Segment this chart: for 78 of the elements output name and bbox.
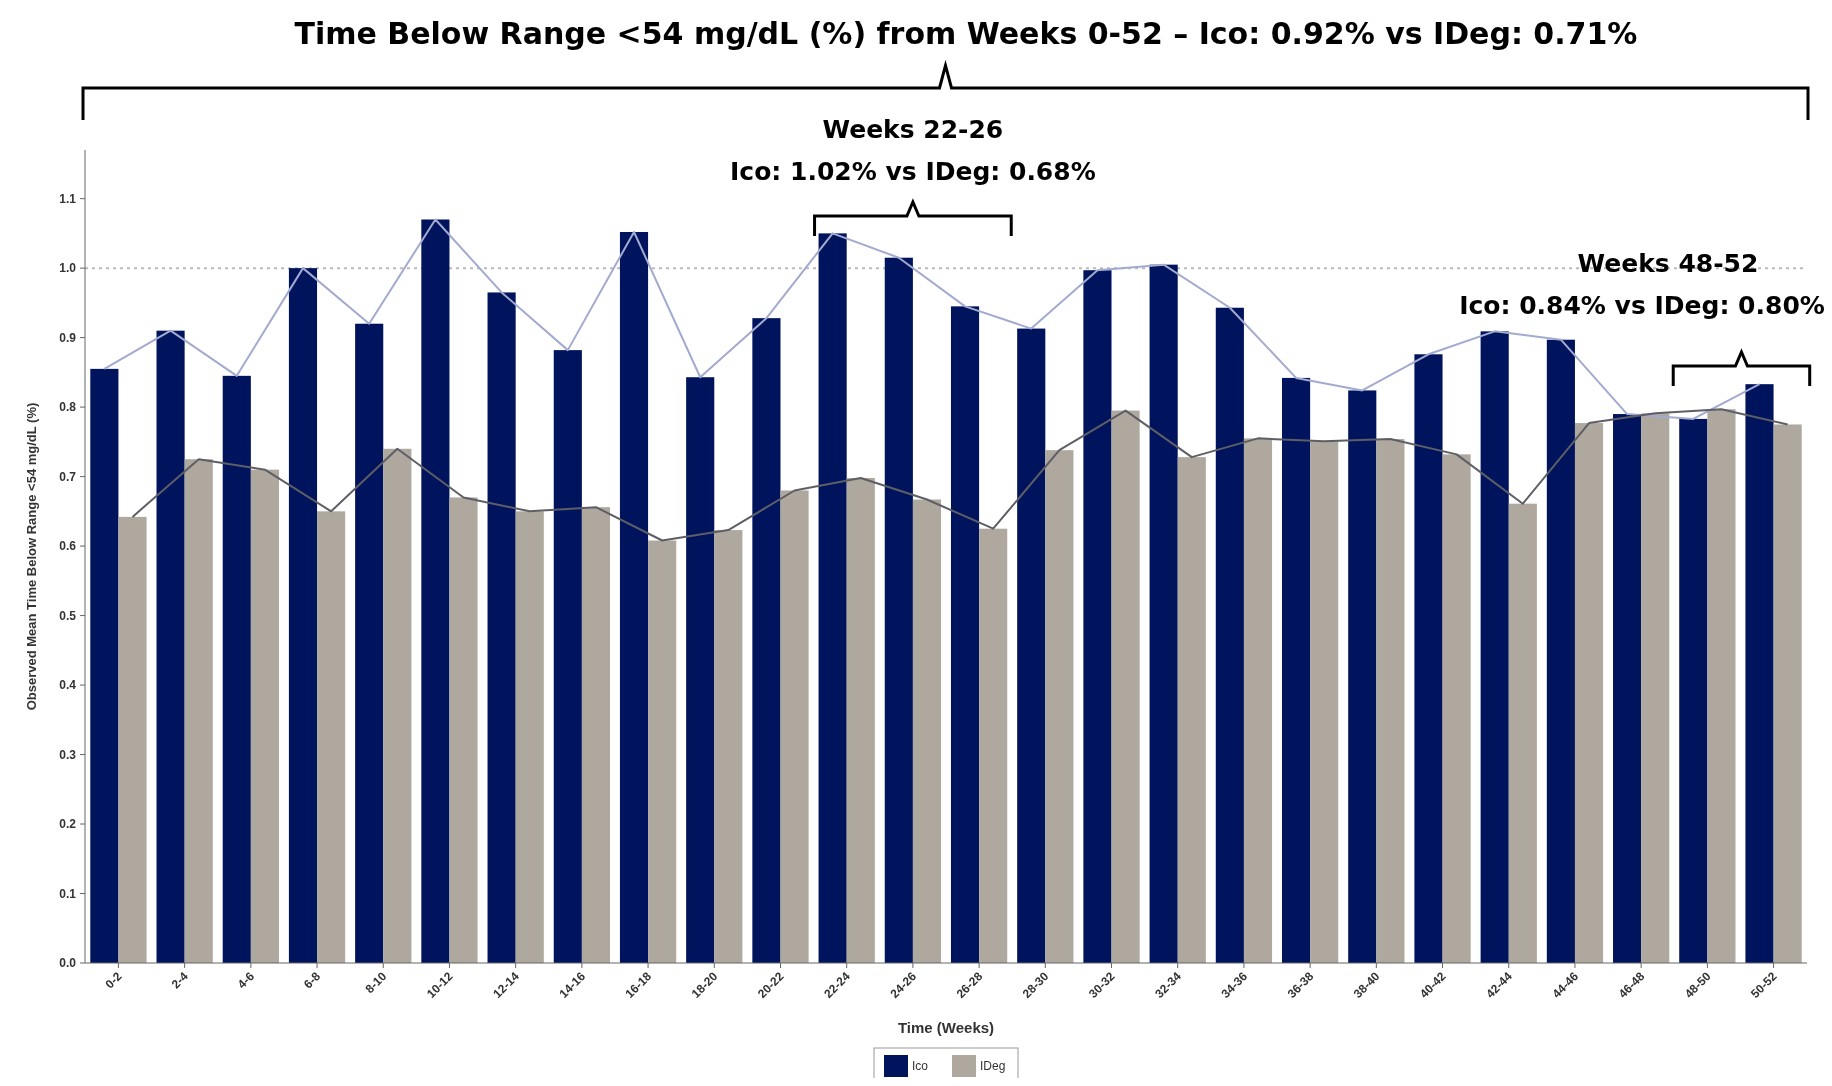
y-tick-label: 0.0 [59, 956, 77, 971]
bar [355, 323, 384, 963]
bar [383, 448, 412, 963]
bar [1045, 450, 1074, 963]
bar [1745, 384, 1774, 963]
bar [1243, 438, 1273, 963]
bar [686, 377, 715, 963]
bar [648, 540, 677, 963]
bar [752, 318, 781, 963]
bar [1707, 409, 1736, 963]
legend-label: IDeg [980, 1059, 1006, 1074]
bar [90, 368, 119, 963]
x-tick-label: 6-8 [301, 968, 324, 992]
y-axis-title: Observed Mean Time Below Range <54 mg/dL (%) [24, 402, 39, 711]
bar [487, 292, 516, 963]
bar [950, 306, 980, 963]
bar [553, 350, 582, 963]
bar [1215, 307, 1244, 963]
y-tick-label: 0.8 [59, 400, 77, 415]
bar [118, 516, 147, 963]
bar [317, 511, 346, 963]
x-axis-title: Time (Weeks) [897, 1019, 995, 1036]
bar [1641, 413, 1670, 963]
bar [780, 490, 809, 963]
bar [1111, 410, 1140, 963]
annotation: Ico: 0.84% vs IDeg: 0.80% [1459, 291, 1825, 320]
bar [1414, 354, 1443, 963]
bar [1149, 264, 1178, 963]
annotation: Ico: 1.02% vs IDeg: 0.68% [730, 157, 1096, 186]
bar [515, 511, 544, 963]
bar [1442, 454, 1471, 963]
bar [1310, 441, 1339, 963]
chart-title: Time Below Range <54 mg/dL (%) from Weeks 0-52 – Ico: 0.92% vs IDeg: 0.71% [294, 16, 1638, 51]
bar [1348, 390, 1377, 963]
bar [184, 459, 213, 963]
bar [846, 477, 875, 963]
bar [912, 499, 942, 963]
bar [1508, 503, 1537, 963]
bar [818, 233, 847, 963]
bar [1574, 423, 1604, 963]
y-tick-label: 0.3 [59, 747, 77, 762]
bar [1773, 424, 1802, 963]
y-tick-label: 1.1 [59, 191, 77, 206]
bar [1480, 331, 1509, 963]
bar [1546, 339, 1575, 963]
y-tick-label: 0.6 [59, 539, 77, 554]
bar [421, 219, 450, 963]
y-tick-label: 1.0 [59, 261, 77, 276]
x-tick-label: 4-6 [234, 968, 258, 992]
bar [250, 469, 279, 963]
x-tick-label: 0-2 [102, 968, 125, 992]
bar [1017, 328, 1046, 963]
bar [1613, 414, 1642, 963]
bar [1679, 418, 1708, 963]
bar [1083, 270, 1112, 963]
y-tick-label: 0.2 [59, 817, 77, 832]
y-tick-label: 0.9 [59, 330, 77, 345]
annotation: Weeks 48-52 [1577, 249, 1759, 278]
bar [979, 528, 1008, 963]
bar [288, 268, 318, 963]
bar [884, 257, 913, 963]
bar [714, 530, 743, 963]
y-tick-label: 0.5 [59, 608, 77, 623]
text: Weeks 22-26 [822, 115, 1004, 144]
bar [581, 507, 611, 963]
bar [449, 497, 478, 963]
y-tick-label: 0.1 [59, 886, 77, 901]
bar [222, 375, 251, 963]
bar [619, 232, 649, 963]
x-tick-label: 2-4 [168, 968, 191, 992]
bar [1177, 457, 1206, 963]
bar [1376, 439, 1405, 963]
legend-label: Ico [912, 1059, 929, 1074]
y-tick-label: 0.7 [59, 469, 77, 484]
line-series [131, 408, 1789, 542]
bar [1281, 377, 1311, 963]
y-tick-label: 0.4 [59, 678, 77, 693]
bar [156, 330, 185, 963]
